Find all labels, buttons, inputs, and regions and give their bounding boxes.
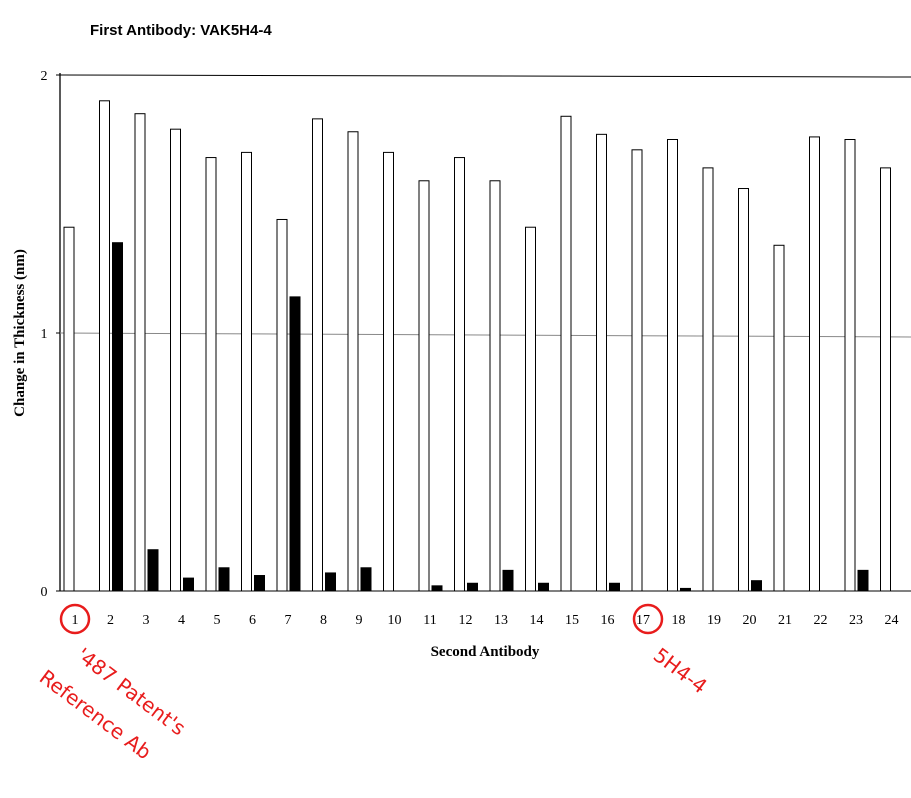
x-tick-label-20: 20: [743, 613, 757, 628]
bar-open-7: [276, 218, 288, 592]
x-tick-label-8: 8: [320, 613, 327, 628]
x-tick-label-21: 21: [778, 613, 792, 628]
bar-filled-23: [857, 569, 869, 592]
x-tick-label-10: 10: [388, 613, 402, 628]
reference-line-1: [59, 332, 911, 338]
x-tick-label-24: 24: [885, 613, 899, 628]
bar-filled-18: [680, 587, 691, 592]
x-tick-labels: 1 2 3 4 5 6 7 8 9 10 11 12 13 14 15 16 17 18 19 20 21 22 23 24: [72, 613, 899, 628]
bar-open-19: [702, 167, 714, 592]
highlight-circle-1: [59, 603, 91, 635]
x-axis-label: Second Antibody: [431, 644, 540, 660]
chart-title: First Antibody: VAK5H4-4: [90, 22, 272, 39]
x-tick-label-12: 12: [459, 613, 473, 628]
bar-open-21: [773, 244, 785, 592]
bar-open-20: [738, 188, 749, 592]
x-tick-label-13: 13: [494, 613, 508, 628]
bar-filled-12: [467, 582, 478, 592]
x-tick-label-23: 23: [849, 613, 863, 628]
bar-filled-16: [609, 582, 620, 592]
bar-open-4: [170, 128, 181, 592]
annotations: '487 Patent's Reference Ab 5H4-4: [35, 603, 712, 764]
bar-open-18: [667, 139, 678, 592]
x-tick-label-5: 5: [214, 613, 221, 628]
bar-open-15: [560, 115, 572, 592]
y-tick-label-0: 0: [41, 585, 48, 600]
bars: [63, 100, 891, 592]
reference-ab-label-line-2: Reference Ab: [35, 665, 156, 764]
bar-filled-2: [112, 242, 123, 592]
bar-filled-4: [183, 577, 194, 592]
y-tick-labels: 2 1 0: [41, 69, 48, 600]
bar-open-5: [205, 157, 217, 592]
x-tick-label-3: 3: [143, 613, 150, 628]
bar-filled-6: [254, 575, 265, 592]
x-tick-label-4: 4: [178, 613, 185, 628]
bar-filled-14: [538, 582, 549, 592]
x-tick-label-7: 7: [285, 613, 292, 628]
bar-filled-5: [218, 567, 230, 592]
y-axis-label: Change in Thickness (nm): [12, 249, 28, 417]
bar-open-6: [241, 151, 252, 592]
y-tick-label-2: 2: [41, 69, 48, 84]
bar-open-24: [880, 167, 891, 592]
bar-open-1: [63, 226, 75, 592]
bar-open-9: [347, 131, 359, 592]
x-tick-label-16: 16: [601, 613, 615, 628]
bar-open-22: [809, 136, 820, 592]
x-tick-label-15: 15: [565, 613, 579, 628]
x-tick-label-6: 6: [249, 613, 256, 628]
bar-filled-8: [325, 572, 336, 592]
bar-open-10: [383, 151, 394, 592]
bar-open-3: [134, 113, 146, 592]
bar-open-13: [489, 180, 501, 592]
bar-open-8: [312, 118, 323, 592]
x-tick-label-11: 11: [423, 613, 436, 628]
bar-open-2: [99, 100, 110, 592]
x-tick-label-1: 1: [72, 613, 79, 628]
bar-filled-13: [502, 569, 514, 592]
bar-open-14: [525, 226, 536, 592]
bar-open-16: [596, 133, 607, 592]
y-tick-label-1: 1: [41, 327, 48, 342]
top-border-line: [59, 74, 911, 78]
x-tick-label-9: 9: [356, 613, 363, 628]
x-tick-label-22: 22: [814, 613, 828, 628]
bar-open-17: [631, 149, 643, 592]
bar-open-23: [844, 139, 856, 592]
bar-filled-9: [360, 567, 372, 592]
bar-open-11: [418, 180, 430, 592]
5h4-4-label: 5H4-4: [649, 643, 712, 699]
x-tick-label-19: 19: [707, 613, 721, 628]
plot-area: [56, 73, 911, 592]
x-tick-label-2: 2: [107, 613, 114, 628]
bar-filled-7: [289, 296, 301, 592]
x-tick-label-17: 17: [636, 613, 650, 628]
x-tick-label-14: 14: [530, 613, 544, 628]
bar-filled-20: [751, 580, 762, 592]
bar-open-12: [454, 157, 465, 592]
bar-filled-3: [147, 549, 159, 592]
bar-filled-11: [431, 585, 443, 592]
x-tick-label-18: 18: [672, 613, 686, 628]
highlight-circle-17: [632, 603, 664, 635]
